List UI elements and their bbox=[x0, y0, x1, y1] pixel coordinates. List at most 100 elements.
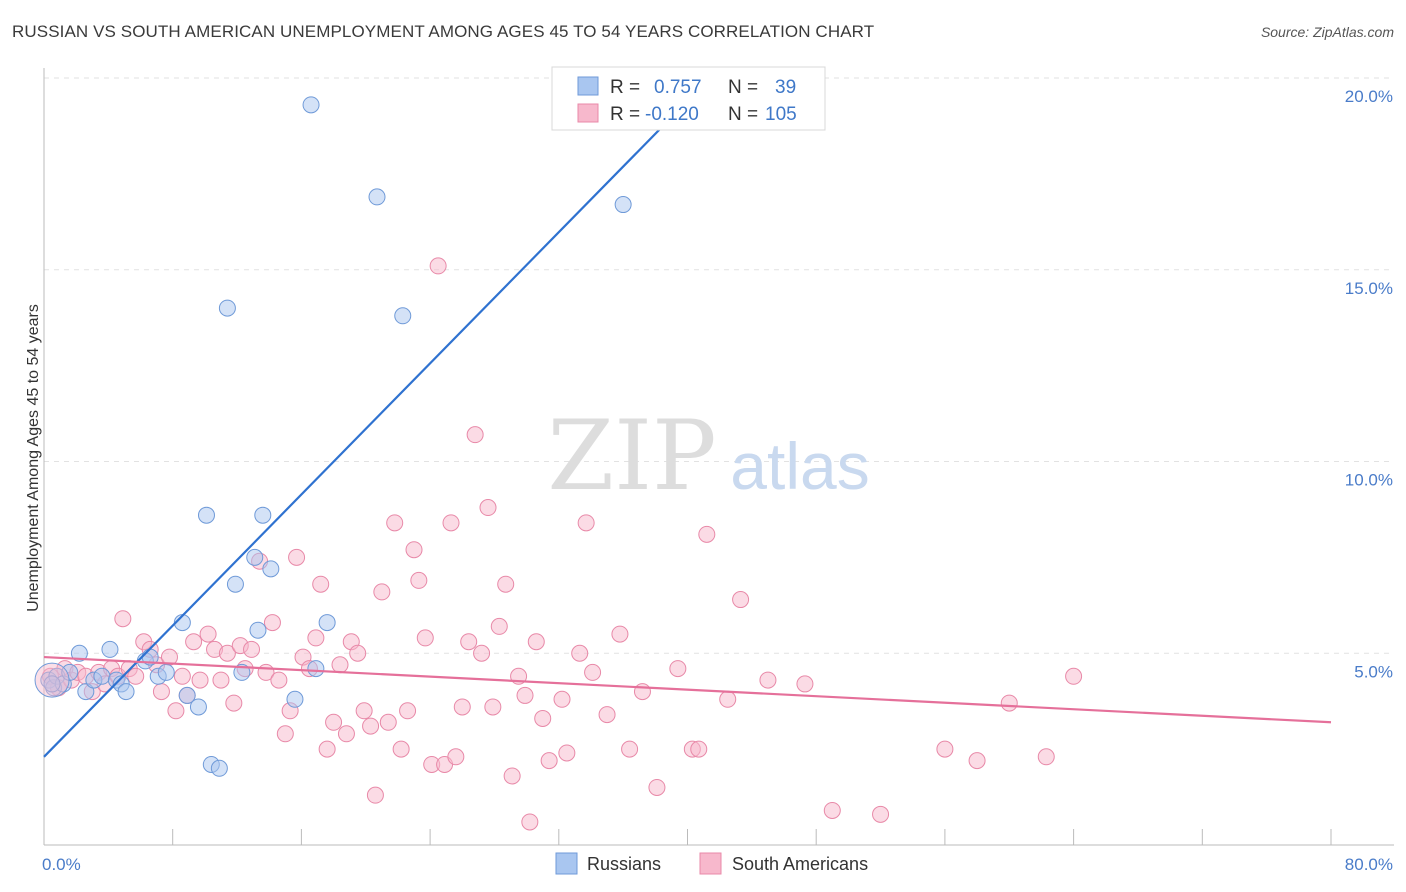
russians-point bbox=[178, 686, 196, 704]
russians-point bbox=[368, 188, 386, 206]
south-americans-point bbox=[577, 514, 595, 532]
south-americans-point bbox=[490, 617, 508, 635]
legend-swatch-russians bbox=[577, 76, 599, 96]
legend-r-label-south-americans: R = bbox=[610, 104, 640, 125]
south-americans-point bbox=[453, 698, 471, 716]
russians-point bbox=[302, 96, 320, 114]
russians-point bbox=[262, 560, 280, 578]
watermark-atlas: atlas bbox=[730, 429, 869, 503]
south-americans-point bbox=[936, 740, 954, 758]
south-americans-point bbox=[584, 663, 602, 681]
south-americans-point bbox=[611, 625, 629, 643]
south-americans-point bbox=[648, 778, 666, 796]
south-americans-point bbox=[127, 667, 145, 685]
south-americans-point bbox=[366, 786, 384, 804]
legend-r-value-russians: 0.757 bbox=[654, 77, 702, 98]
south-americans-point bbox=[460, 633, 478, 651]
south-americans-point bbox=[516, 686, 534, 704]
south-americans-trend-line bbox=[43, 655, 1332, 724]
russians-points bbox=[34, 69, 664, 777]
south-americans-point bbox=[355, 702, 373, 720]
south-americans-point bbox=[218, 644, 236, 662]
south-americans-point bbox=[872, 805, 890, 823]
russians-point bbox=[307, 660, 325, 678]
south-americans-point bbox=[534, 709, 552, 727]
south-americans-point bbox=[263, 614, 281, 632]
russians-point bbox=[318, 614, 336, 632]
x-tick-label: 80.0% bbox=[1345, 855, 1393, 874]
tick-labels: 5.0% 10.0% 15.0% 20.0% 0.0% 80.0% bbox=[42, 87, 1393, 874]
south-americans-point bbox=[540, 752, 558, 770]
russians-point bbox=[286, 690, 304, 708]
south-americans-point bbox=[442, 514, 460, 532]
south-americans-point bbox=[191, 671, 209, 689]
south-americans-point bbox=[633, 683, 651, 701]
south-americans-point bbox=[312, 575, 330, 593]
south-americans-point bbox=[447, 748, 465, 766]
legend-swatch-south-americans bbox=[577, 103, 599, 123]
south-americans-point bbox=[690, 740, 708, 758]
y-tick-label: 5.0% bbox=[1354, 662, 1393, 681]
legend-r-value-south-americans: -0.120 bbox=[645, 104, 699, 125]
y-axis-label: Unemployment Among Ages 45 to 54 years bbox=[25, 304, 42, 612]
russians-point bbox=[93, 667, 111, 685]
south-americans-point bbox=[225, 694, 243, 712]
south-americans-point bbox=[185, 633, 203, 651]
russians-point bbox=[246, 548, 264, 566]
south-americans-points bbox=[41, 257, 1083, 831]
south-americans-point bbox=[796, 675, 814, 693]
south-americans-point bbox=[429, 257, 447, 275]
south-americans-point bbox=[173, 667, 191, 685]
south-americans-point bbox=[503, 767, 521, 785]
legend-n-label-russians: N = bbox=[728, 77, 758, 98]
russians-point bbox=[614, 196, 632, 214]
axes bbox=[43, 68, 1394, 846]
south-americans-point bbox=[114, 610, 132, 628]
south-americans-point bbox=[331, 656, 349, 674]
south-americans-point bbox=[379, 713, 397, 731]
russians-point bbox=[117, 683, 135, 701]
x-tick-label: 0.0% bbox=[42, 855, 81, 874]
south-americans-point bbox=[527, 633, 545, 651]
south-americans-point bbox=[392, 740, 410, 758]
y-tick-label: 15.0% bbox=[1345, 279, 1393, 298]
south-americans-point bbox=[571, 644, 589, 662]
russians-point bbox=[101, 640, 119, 658]
russians-point bbox=[157, 663, 175, 681]
south-americans-point bbox=[521, 813, 539, 831]
russians-point bbox=[197, 506, 215, 524]
south-americans-point bbox=[484, 698, 502, 716]
south-americans-point bbox=[405, 541, 423, 559]
south-americans-point bbox=[732, 591, 750, 609]
south-americans-point bbox=[386, 514, 404, 532]
russians-point bbox=[226, 575, 244, 593]
south-americans-point bbox=[243, 640, 261, 658]
south-americans-point bbox=[553, 690, 571, 708]
south-americans-point bbox=[1065, 667, 1083, 685]
south-americans-point bbox=[968, 752, 986, 770]
south-americans-point bbox=[719, 690, 737, 708]
chart-source: Source: ZipAtlas.com bbox=[1260, 24, 1394, 40]
south-americans-point bbox=[669, 660, 687, 678]
russians-point bbox=[189, 698, 207, 716]
south-americans-point bbox=[307, 629, 325, 647]
legend-r-label-russians: R = bbox=[610, 77, 640, 98]
cluster-point bbox=[34, 662, 70, 698]
russians-trend-line bbox=[43, 100, 689, 758]
south-americans-point bbox=[823, 801, 841, 819]
russians-point bbox=[210, 759, 228, 777]
south-americans-point bbox=[399, 702, 417, 720]
y-tick-label: 10.0% bbox=[1345, 471, 1393, 490]
russians-point bbox=[233, 663, 251, 681]
y-tick-label: 20.0% bbox=[1345, 87, 1393, 106]
south-americans-point bbox=[362, 717, 380, 735]
south-americans-point bbox=[1000, 694, 1018, 712]
russians-point bbox=[249, 621, 267, 639]
trend-lines bbox=[43, 100, 1332, 758]
south-americans-point bbox=[288, 548, 306, 566]
bottom-legend-swatch-south-americans bbox=[699, 852, 722, 875]
bottom-legend: Russians South Americans bbox=[555, 852, 868, 875]
south-americans-point bbox=[558, 744, 576, 762]
russians-point bbox=[77, 683, 95, 701]
